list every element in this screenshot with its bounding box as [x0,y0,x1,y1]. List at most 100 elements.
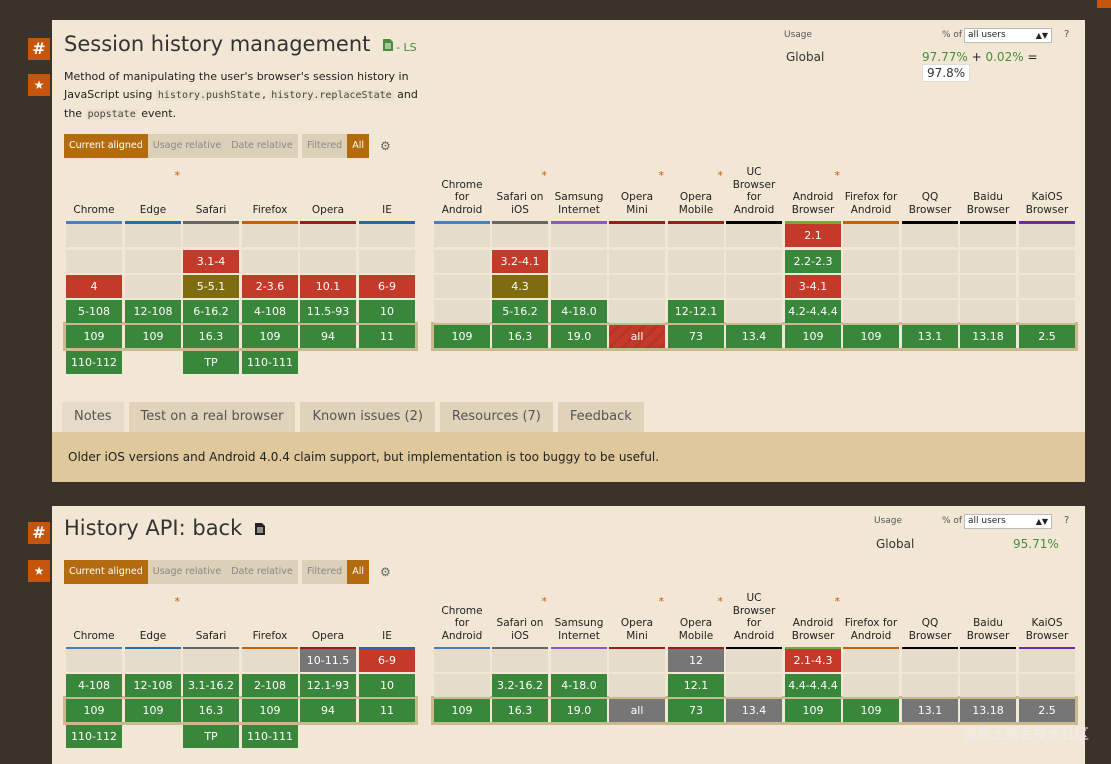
star-icon[interactable]: ★ [28,560,50,582]
settings-gear-icon[interactable]: ⚙ [380,565,391,579]
support-cell[interactable]: 109 [434,325,490,348]
support-cell[interactable]: 109 [843,699,899,722]
support-cell[interactable]: 3-4.1 [785,275,841,298]
tab-notes[interactable]: Notes [62,402,124,432]
support-cell[interactable]: 16.3 [183,325,239,348]
support-cell[interactable]: 2.1 [785,224,841,247]
support-cell[interactable]: 109 [66,325,122,348]
support-cell[interactable]: 13.1 [902,699,958,722]
support-cell[interactable]: 5-108 [66,300,122,323]
support-cell[interactable]: 2-108 [242,674,298,697]
date-relative-toggle[interactable]: Date relative [226,134,298,158]
support-cell[interactable]: 110-112 [66,725,122,748]
support-cell[interactable]: 3.1-16.2 [183,674,239,697]
support-cell[interactable]: 19.0 [551,325,607,348]
support-cell[interactable]: 13.18 [960,699,1016,722]
support-cell[interactable]: 11 [359,325,415,348]
support-cell[interactable]: 5-5.1 [183,275,239,298]
support-cell[interactable]: 10 [359,300,415,323]
usage-help-icon[interactable]: ? [1064,29,1070,40]
spec-status[interactable]: - LS [396,41,417,54]
support-cell[interactable]: 4.4-4.4.4 [785,674,841,697]
support-cell[interactable]: 11.5-93 [300,300,356,323]
support-cell[interactable]: TP [183,351,239,374]
support-cell[interactable]: all [609,325,665,348]
support-cell[interactable]: 10-11.5 [300,649,356,672]
tab-test-browser[interactable]: Test on a real browser [128,402,296,432]
support-cell[interactable]: 109 [785,325,841,348]
tab-known-issues[interactable]: Known issues (2) [300,402,435,432]
support-cell[interactable]: 3.2-16.2 [492,674,548,697]
support-cell[interactable]: 73 [668,325,724,348]
support-cell[interactable]: 109 [242,699,298,722]
support-cell[interactable]: 6-9 [359,649,415,672]
date-relative-toggle[interactable]: Date relative [226,560,298,584]
support-cell[interactable]: 2.1-4.3 [785,649,841,672]
support-cell[interactable]: 4-18.0 [551,300,607,323]
support-cell[interactable]: 2.5 [1019,325,1075,348]
support-cell[interactable]: 4-108 [242,300,298,323]
support-cell[interactable]: 109 [125,325,181,348]
support-cell[interactable]: 16.3 [183,699,239,722]
support-cell[interactable]: 110-111 [242,351,298,374]
support-cell[interactable]: 3.2-4.1 [492,250,548,273]
support-cell[interactable]: 5-16.2 [492,300,548,323]
support-cell[interactable]: 4.3 [492,275,548,298]
support-cell[interactable]: 13.18 [960,325,1016,348]
support-cell[interactable]: 19.0 [551,699,607,722]
support-cell[interactable]: 13.4 [726,325,782,348]
support-cell[interactable]: 2-3.6 [242,275,298,298]
support-cell[interactable]: 3.1-4 [183,250,239,273]
support-cell[interactable]: TP [183,725,239,748]
all-toggle[interactable]: All [347,560,369,584]
current-aligned-toggle[interactable]: Current aligned [64,560,148,584]
support-cell[interactable]: 73 [668,699,724,722]
tab-resources[interactable]: Resources (7) [439,402,553,432]
support-cell[interactable]: 6-16.2 [183,300,239,323]
filtered-toggle[interactable]: Filtered [302,134,348,158]
support-cell[interactable]: 94 [300,325,356,348]
support-cell[interactable]: 4.2-4.4.4 [785,300,841,323]
support-cell[interactable]: 4 [66,275,122,298]
all-toggle[interactable]: All [347,134,369,158]
support-cell[interactable]: 12.1 [668,674,724,697]
support-cell[interactable]: 10 [359,674,415,697]
users-select[interactable]: all users ▲▼ [964,28,1052,43]
support-cell[interactable]: 13.4 [726,699,782,722]
support-cell[interactable]: 2.5 [1019,699,1075,722]
usage-relative-toggle[interactable]: Usage relative [147,134,227,158]
support-cell[interactable]: 110-111 [242,725,298,748]
filtered-toggle[interactable]: Filtered [302,560,348,584]
support-cell[interactable]: 94 [300,699,356,722]
support-cell[interactable]: all [609,699,665,722]
support-cell[interactable]: 110-112 [66,351,122,374]
support-cell[interactable]: 12-12.1 [668,300,724,323]
support-cell[interactable]: 12-108 [125,300,181,323]
support-cell[interactable]: 4-108 [66,674,122,697]
support-cell[interactable]: 109 [66,699,122,722]
current-aligned-toggle[interactable]: Current aligned [64,134,148,158]
support-cell[interactable]: 10.1 [300,275,356,298]
support-cell[interactable]: 13.1 [902,325,958,348]
support-cell[interactable]: 16.3 [492,325,548,348]
support-cell[interactable]: 4-18.0 [551,674,607,697]
support-cell[interactable]: 109 [125,699,181,722]
spec-document-icon[interactable] [254,523,265,535]
tab-feedback[interactable]: Feedback [557,402,644,432]
settings-gear-icon[interactable]: ⚙ [380,139,391,153]
support-cell[interactable]: 12-108 [125,674,181,697]
anchor-hash-icon[interactable]: # [28,522,50,544]
support-cell[interactable]: 6-9 [359,275,415,298]
support-cell[interactable]: 16.3 [492,699,548,722]
users-select[interactable]: all users ▲▼ [964,514,1052,529]
support-cell[interactable]: 2.2-2.3 [785,250,841,273]
anchor-hash-icon[interactable]: # [28,38,50,60]
support-cell[interactable]: 11 [359,699,415,722]
support-cell[interactable]: 109 [242,325,298,348]
spec-document-icon[interactable] [383,39,394,51]
usage-relative-toggle[interactable]: Usage relative [147,560,227,584]
support-cell[interactable]: 109 [843,325,899,348]
usage-help-icon[interactable]: ? [1064,515,1070,526]
support-cell[interactable]: 109 [785,699,841,722]
star-icon[interactable]: ★ [28,74,50,96]
